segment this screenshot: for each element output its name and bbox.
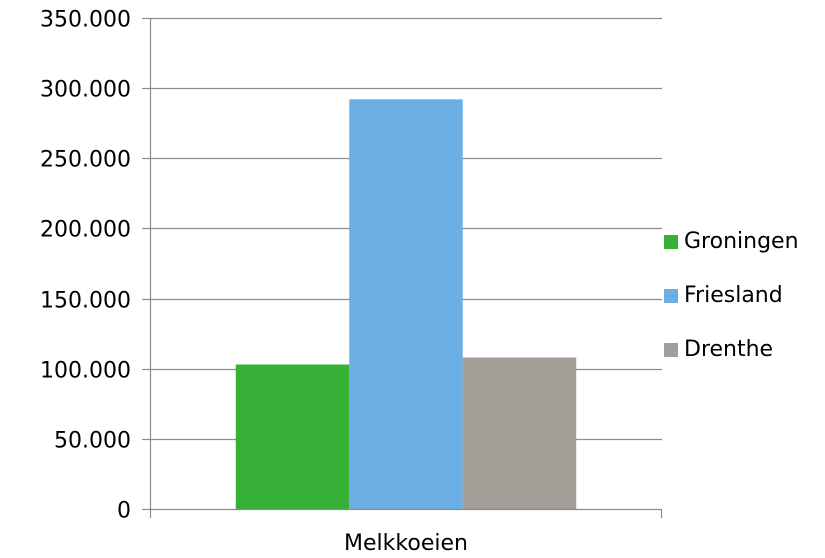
bar-drenthe (462, 357, 577, 509)
y-tick-labels: 0 50.000 100.000 150.000 200.000 250.000 300.0… (40, 8, 131, 524)
bar-groningen (235, 364, 350, 509)
y-tick-label: 0 (117, 499, 131, 524)
y-tick-label: 150.000 (40, 289, 131, 314)
legend-swatch (664, 289, 678, 303)
y-tick-label: 100.000 (40, 359, 131, 384)
legend-swatch (664, 235, 678, 249)
bar-friesland (349, 99, 463, 509)
y-tick-label: 200.000 (40, 218, 131, 243)
y-tick-label: 250.000 (40, 148, 131, 173)
x-category-labels: Melkkoeien (344, 531, 468, 556)
legend-label: Groningen (684, 229, 799, 254)
legend-label: Friesland (684, 283, 783, 308)
x-category-label: Melkkoeien (344, 531, 468, 556)
legend-item-drenthe: Drenthe (664, 332, 799, 368)
legend-swatch (664, 343, 678, 357)
bars (235, 99, 577, 509)
legend-label: Drenthe (684, 337, 774, 362)
legend-item-groningen: Groningen (664, 224, 799, 260)
y-tick-label: 300.000 (40, 78, 131, 103)
legend: Groningen Friesland Drenthe (664, 224, 799, 368)
legend-item-friesland: Friesland (664, 278, 799, 314)
y-tick-label: 350.000 (40, 8, 131, 33)
axes (142, 17, 663, 518)
y-tick-label: 50.000 (54, 429, 131, 454)
